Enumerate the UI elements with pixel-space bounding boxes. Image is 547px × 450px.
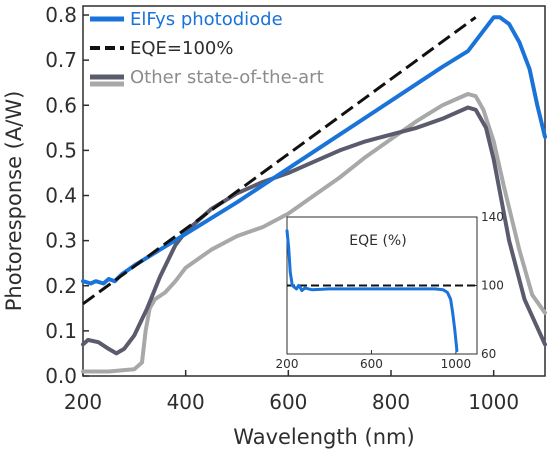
inset-x-tick-label: 1000 bbox=[441, 357, 472, 371]
inset-x-tick-label: 600 bbox=[360, 357, 383, 371]
series-line bbox=[81, 92, 547, 374]
x-tick-label: 1000 bbox=[468, 390, 519, 414]
y-tick-label: 0.2 bbox=[45, 274, 77, 298]
x-tick-label: 200 bbox=[64, 390, 102, 414]
legend-label: ElFys photodiode bbox=[130, 9, 283, 30]
legend-label: Other state-of-the-art bbox=[130, 67, 324, 88]
y-tick-label: 0.1 bbox=[45, 319, 77, 343]
inset-y-tick-label: 140 bbox=[481, 210, 504, 224]
legend: ElFys photodiode EQE=100% Other state-of-t… bbox=[90, 9, 324, 88]
legend-label: EQE=100% bbox=[130, 38, 233, 59]
plot-frame bbox=[82, 5, 546, 377]
inset-series-line bbox=[285, 229, 459, 353]
y-tick-label: 0.0 bbox=[45, 364, 77, 388]
x-tick-label: 800 bbox=[372, 390, 410, 414]
inset-y-tick-label: 100 bbox=[481, 279, 504, 293]
inset-eqe-plot: EQE (%) 200 600 1000 140 100 60 bbox=[276, 210, 504, 371]
inset-y-tick-label: 60 bbox=[481, 347, 496, 361]
y-tick-label: 0.8 bbox=[45, 3, 77, 27]
y-tick-label: 0.3 bbox=[45, 229, 77, 253]
y-tick-label: 0.4 bbox=[45, 184, 77, 208]
y-tick-label: 0.7 bbox=[45, 48, 77, 72]
x-tick-label: 600 bbox=[269, 390, 307, 414]
x-axis-label: Wavelength (nm) bbox=[233, 425, 414, 449]
y-tick-label: 0.6 bbox=[45, 93, 77, 117]
main-plot-area: 0.0 0.1 0.2 0.3 0.4 0.5 0.6 0.7 0.8 200 400 600 800 1… bbox=[2, 3, 547, 449]
series-line bbox=[82, 16, 477, 306]
x-tick-label: 400 bbox=[167, 390, 205, 414]
inset-x-tick-label: 200 bbox=[276, 357, 299, 371]
series-line bbox=[81, 15, 547, 286]
inset-title: EQE (%) bbox=[349, 233, 406, 249]
y-axis-label: Photoresponse (A/W) bbox=[2, 91, 26, 312]
y-tick-label: 0.5 bbox=[45, 138, 77, 162]
